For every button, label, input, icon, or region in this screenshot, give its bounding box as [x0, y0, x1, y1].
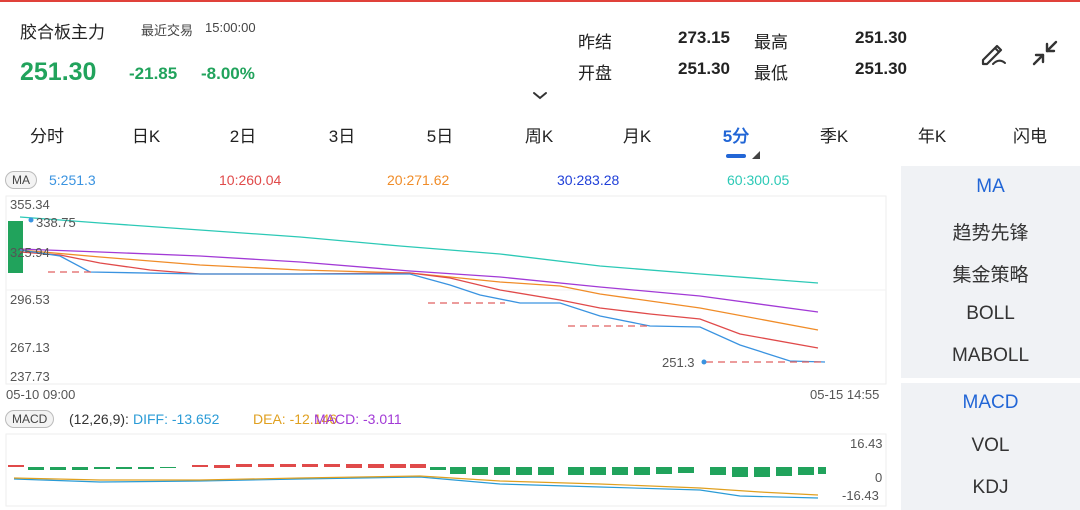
latest-trade-label: 最近交易 [141, 23, 194, 38]
tab-monthly-k[interactable]: 月K [622, 127, 652, 146]
tab-flash[interactable]: 闪电 [1013, 127, 1047, 146]
tab-daily-k[interactable]: 日K [131, 127, 161, 146]
y-axis-label-3: 296.53 [10, 292, 50, 307]
ma5-line [19, 249, 826, 363]
x-axis-start: 05-10 09:00 [6, 387, 76, 402]
macd-indicator-tag[interactable]: MACD [5, 410, 55, 428]
collapse-icon[interactable] [1030, 38, 1060, 73]
chevron-down-icon[interactable] [531, 88, 549, 106]
draw-pen-icon[interactable] [979, 38, 1009, 73]
kline-chart[interactable] [0, 190, 900, 390]
last-price-annotation: 251.3 [662, 355, 695, 370]
macd-chart[interactable] [0, 432, 900, 510]
tab-5-day[interactable]: 5日 [426, 127, 454, 146]
high-value: 251.30 [855, 28, 907, 47]
open-label: 开盘 [578, 64, 612, 83]
open-value: 251.30 [678, 59, 730, 78]
low-label: 最低 [754, 64, 788, 83]
macd-value: MACD: -3.011 [314, 411, 402, 427]
active-tab-indicator [726, 154, 746, 158]
sub-indicator-side-panel: MACD VOL KDJ [901, 383, 1080, 510]
tab-weekly-k[interactable]: 周K [524, 127, 554, 146]
macd-dea-line [13, 475, 819, 496]
macd-frame [5, 433, 887, 507]
period-tabs: 分时 日K 2日 3日 5日 周K 月K 5分 季K 年K 闪电 [0, 122, 1080, 156]
side-item-trend-pioneer[interactable]: 趋势先锋 [952, 223, 1029, 244]
max-price-annotation: 338.75 [36, 215, 76, 230]
side-item-gold-strategy[interactable]: 集金策略 [952, 265, 1029, 286]
ma60-value: 60:300.05 [727, 172, 790, 188]
side-item-ma[interactable]: MA [976, 176, 1005, 197]
x-axis-end: 05-15 14:55 [810, 387, 880, 402]
macd-dea: DEA: -12.146 [253, 411, 338, 427]
top-accent-line [0, 0, 1080, 2]
ma30-value: 30:283.28 [557, 172, 620, 188]
macd-green-bars [28, 467, 826, 477]
macd-params: (12,26,9): [69, 411, 129, 427]
ma20-value: 20:271.62 [387, 172, 450, 188]
kline-candle-down [8, 221, 23, 273]
y-axis-label-2: 325.94 [10, 245, 50, 260]
max-price-dot [28, 217, 34, 223]
high-label: 最高 [754, 33, 788, 52]
prev-settle-label: 昨结 [578, 33, 612, 52]
ma10-line [19, 251, 819, 349]
tab-quarterly-k[interactable]: 季K [819, 127, 849, 146]
ma10-value: 10:260.04 [219, 172, 282, 188]
y-axis-label-max: 355.34 [10, 197, 50, 212]
price-change-percent: -8.00% [201, 64, 255, 83]
macd-y-max: 16.43 [850, 436, 883, 451]
low-value: 251.30 [855, 59, 907, 78]
tab-yearly-k[interactable]: 年K [917, 127, 947, 146]
macd-y-min: -16.43 [842, 488, 879, 503]
macd-diff-line [13, 476, 819, 499]
price-change: -21.85 [129, 64, 178, 83]
y-axis-label-min: 237.73 [10, 369, 50, 384]
indicator-side-panel: MA 趋势先锋 集金策略 BOLL MABOLL [901, 166, 1080, 378]
macd-y-zero: 0 [875, 470, 883, 485]
tab-3-day[interactable]: 3日 [328, 127, 356, 146]
ma30-line [19, 248, 819, 313]
latest-trade-time: 15:00:00 [205, 20, 256, 35]
prev-settle-value: 273.15 [678, 28, 730, 47]
y-axis-label-4: 267.13 [10, 340, 50, 355]
side-item-maboll[interactable]: MABOLL [951, 345, 1030, 366]
ma60-line [19, 216, 819, 284]
side-item-macd[interactable]: MACD [962, 392, 1019, 413]
last-price-dot [701, 359, 707, 365]
side-item-vol[interactable]: VOL [971, 435, 1010, 456]
macd-red-bars [8, 464, 426, 468]
side-item-kdj[interactable]: KDJ [972, 477, 1009, 498]
ma5-value: 5:251.3 [49, 172, 96, 188]
macd-diff: DIFF: -13.652 [133, 411, 220, 427]
ma-indicator-tag[interactable]: MA [5, 171, 37, 189]
last-price: 251.30 [20, 58, 97, 86]
tab-2-day[interactable]: 2日 [229, 127, 257, 146]
tab-5-min[interactable]: 5分 [722, 127, 750, 146]
ma20-line [19, 249, 819, 331]
side-item-boll[interactable]: BOLL [966, 303, 1015, 324]
tab-time-share[interactable]: 分时 [30, 127, 64, 146]
contract-title: 胶合板主力 [20, 23, 105, 42]
period-dropdown-icon[interactable] [752, 146, 760, 164]
